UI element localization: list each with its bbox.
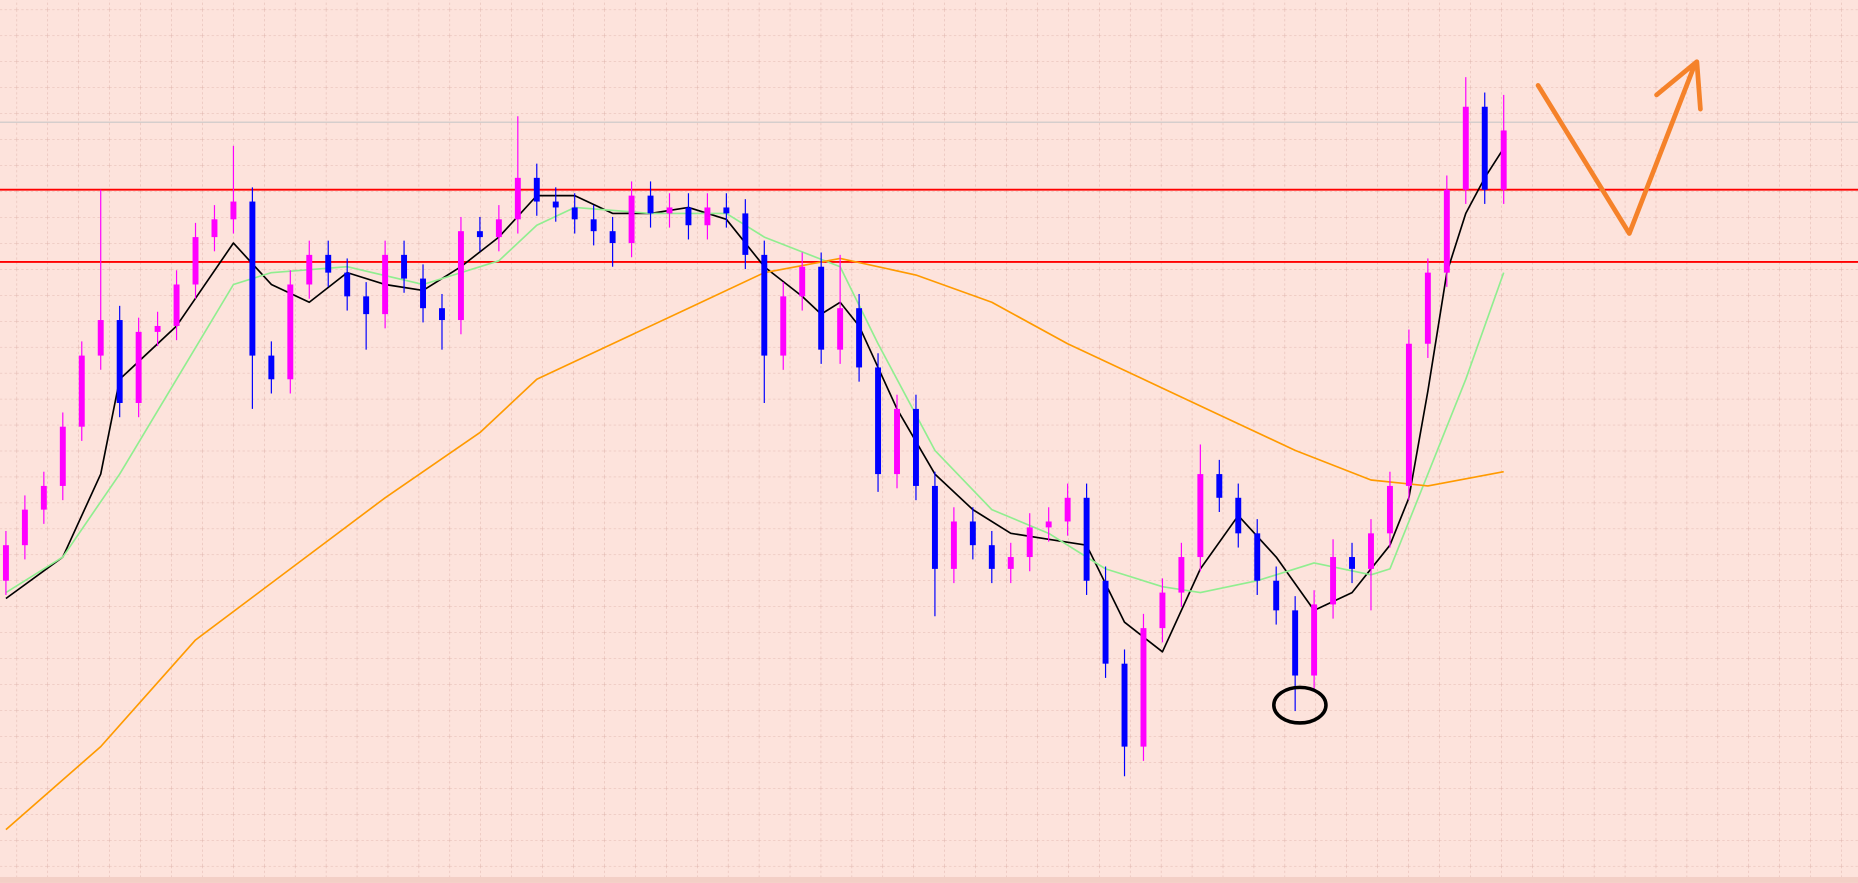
candle-body [78, 355, 85, 427]
candle-body [704, 207, 711, 226]
candle-body [1026, 527, 1033, 558]
candle-body [439, 308, 445, 321]
candle-body [268, 355, 275, 380]
candle-body [628, 195, 635, 244]
candle-body [154, 325, 161, 332]
candle-body [1235, 497, 1242, 534]
candle-body [1159, 592, 1166, 629]
candle-body [856, 308, 863, 368]
candle-body [533, 177, 540, 202]
candle-body [135, 331, 142, 403]
candle-body [1405, 343, 1412, 486]
candle-body [1007, 557, 1014, 569]
candle-body [1273, 580, 1280, 611]
candle-body [1500, 130, 1507, 190]
time-axis-strip [0, 876, 1858, 883]
moving-average-line [5, 147, 1505, 653]
candle-body [988, 545, 995, 569]
candle-body [363, 296, 370, 315]
candle-body [1424, 272, 1431, 344]
candle-body [1292, 610, 1299, 676]
candle-body [723, 207, 730, 214]
candle-body [1083, 497, 1090, 581]
candle-body [230, 201, 237, 220]
candle-body [192, 237, 199, 285]
candle-body [780, 296, 787, 356]
candle-body [344, 272, 351, 297]
candle-body [382, 254, 389, 315]
candle-body [647, 195, 654, 214]
candle-body [325, 254, 332, 273]
candle-body [1330, 557, 1337, 605]
annotation-arrow [1535, 62, 1697, 236]
annotation-arrowhead [1654, 59, 1703, 112]
candle-body [401, 254, 408, 279]
candle-body [666, 207, 673, 214]
candle-body [875, 367, 882, 475]
candle-body [59, 426, 66, 486]
candle-body [1197, 474, 1204, 558]
candle-body [420, 278, 426, 309]
candle-body [913, 408, 919, 486]
annotation-circle [1272, 685, 1328, 725]
candle-body [931, 485, 938, 569]
candle-body [1102, 580, 1109, 664]
candle-body [950, 521, 957, 569]
candle-body [287, 284, 294, 380]
candle-body [685, 207, 692, 226]
candle-body [571, 207, 578, 220]
candle-body [969, 521, 976, 546]
candle-body [837, 308, 844, 350]
candle-body [457, 231, 464, 321]
candle-body [249, 201, 256, 356]
candle-body [761, 254, 768, 356]
candle-body [40, 485, 47, 510]
candle-body [21, 509, 28, 546]
candle-body [2, 545, 9, 581]
candle-body [609, 231, 616, 244]
candle-body [1178, 557, 1185, 593]
candle-body [1481, 106, 1488, 190]
candle-body [211, 219, 218, 238]
candle-body [306, 254, 313, 285]
candle-body [1462, 106, 1469, 190]
candle-body [742, 213, 749, 255]
candle-body [495, 219, 502, 238]
candle-body [894, 408, 900, 475]
candle-body [1140, 628, 1147, 747]
candle-body [552, 201, 559, 208]
candle-body [799, 266, 806, 297]
candle-body [1349, 557, 1355, 569]
candle-body [514, 177, 521, 220]
candle-body [590, 219, 597, 232]
candle-body [476, 231, 483, 238]
candle-body [1064, 497, 1071, 522]
candle-body [97, 320, 104, 356]
candle-body [1443, 189, 1450, 273]
candle-body [1045, 521, 1052, 528]
candle-body [173, 284, 180, 326]
candle-body [818, 266, 825, 350]
candle-body [1121, 663, 1128, 747]
candle-body [1311, 604, 1318, 676]
candle-body [1216, 474, 1223, 498]
candle-body [1368, 533, 1374, 569]
candle-body [1386, 485, 1393, 534]
candle-body [1254, 533, 1261, 581]
candle-body [116, 320, 123, 403]
